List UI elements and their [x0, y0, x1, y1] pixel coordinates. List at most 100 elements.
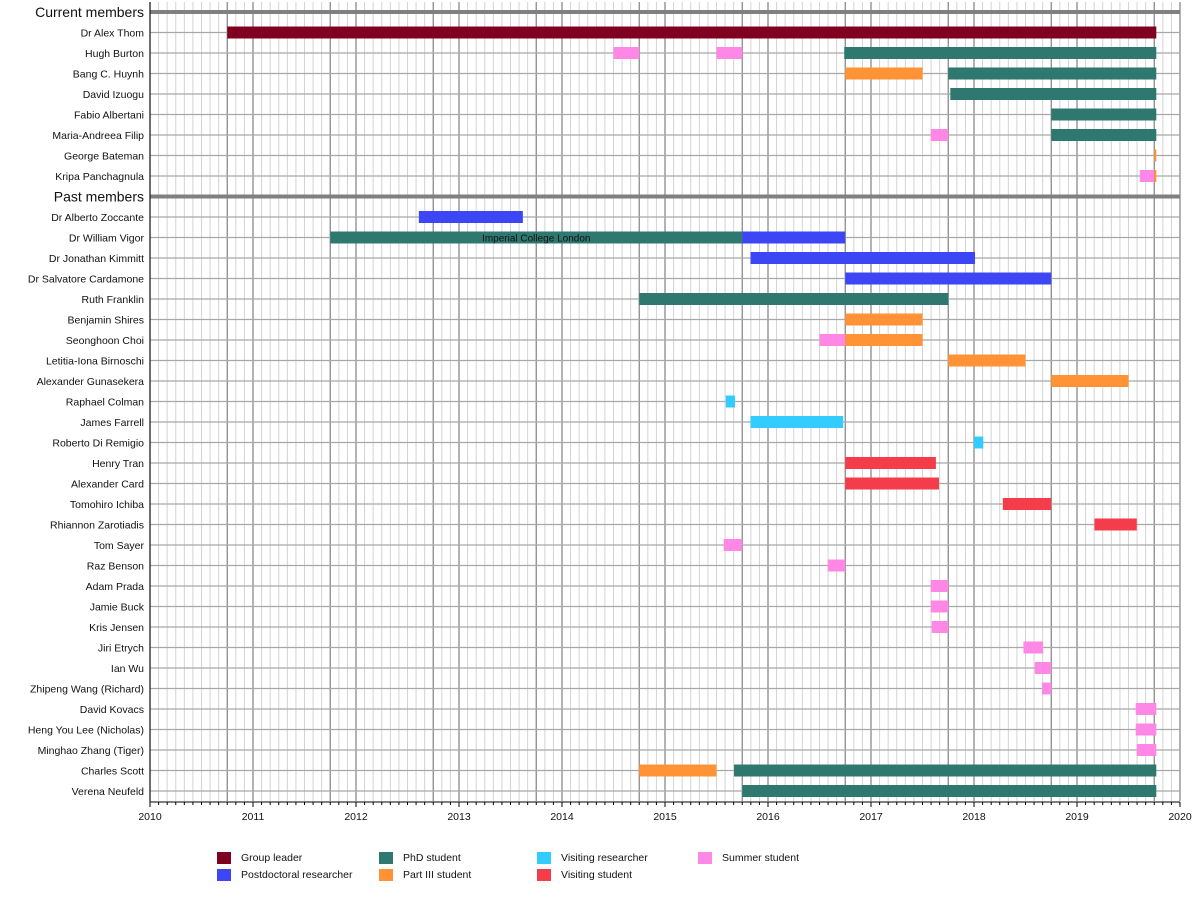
bar-summer — [1041, 682, 1052, 695]
legend-item-visstu: Visiting student — [537, 869, 632, 881]
row-label: Jiri Etrych — [98, 643, 144, 655]
bar-phd — [742, 785, 1157, 797]
legend-label: Visiting researcher — [561, 852, 648, 864]
x-tick-label: 2010 — [138, 811, 162, 823]
row-label: Alexander Card — [71, 479, 144, 491]
legend-item-summer: Summer student — [698, 852, 799, 864]
row-label: Tomohiro Ichiba — [70, 499, 144, 511]
bar-leader — [227, 26, 1157, 39]
legend-label: Summer student — [722, 852, 800, 864]
legend-item-partiii: Part III student — [379, 869, 471, 881]
row-label: Adam Prada — [86, 581, 145, 593]
bar-phd — [734, 764, 1157, 777]
bar-summer — [930, 580, 949, 592]
row-label: Rhiannon Zarotiadis — [50, 520, 144, 532]
row-label: Dr Jonathan Kimmitt — [49, 253, 144, 265]
bar-summer — [1034, 662, 1052, 674]
x-tick-label: 2020 — [1168, 811, 1192, 823]
legend-item-phd: PhD student — [379, 852, 461, 864]
x-tick-label: 2018 — [962, 811, 986, 823]
bar-visstu — [845, 477, 939, 490]
row-label: George Bateman — [64, 151, 144, 163]
row-label: Kripa Panchagnula — [55, 171, 144, 183]
legend-swatch — [537, 869, 551, 881]
legend-swatch — [217, 869, 231, 881]
bar-partiii — [1154, 149, 1157, 162]
bar-partiii — [845, 313, 923, 326]
row-label: Fabio Albertani — [74, 110, 144, 122]
bar-visstu — [845, 457, 936, 469]
bar-summer — [931, 621, 949, 633]
row-label: Dr Salvatore Cardamone — [28, 274, 144, 286]
row-label: Letitia-Iona Birnoschi — [46, 356, 144, 368]
row-label: Minghao Zhang (Tiger) — [38, 745, 144, 757]
row-label: Henry Tran — [92, 458, 144, 470]
bar-summer — [613, 47, 640, 59]
x-tick-label: 2016 — [756, 811, 780, 823]
row-labels: Current members Dr Alex Thom Hugh Burton Ba… — [28, 4, 145, 798]
bar-summer — [723, 539, 743, 551]
bar-summer — [1136, 744, 1157, 756]
bar-summer — [1139, 170, 1155, 182]
row-label: Raphael Colman — [66, 397, 144, 409]
section-header: Current members — [35, 4, 144, 20]
bar-phd — [948, 67, 1157, 80]
x-tick-label: 2013 — [447, 811, 471, 823]
row-label: Tom Sayer — [94, 540, 145, 552]
bar-summer — [1135, 723, 1157, 736]
legend: Group leader Postdoctoral researcher PhD s… — [217, 852, 917, 892]
x-tick-label: 2014 — [550, 811, 574, 823]
bar-phd — [844, 47, 1157, 59]
bar-postdoc — [845, 272, 1052, 285]
legend-swatch — [379, 869, 393, 881]
x-tick-label: 2012 — [344, 811, 368, 823]
bar-postdoc — [418, 211, 523, 223]
row-label: Dr Alex Thom — [81, 28, 145, 40]
row-label: Ian Wu — [111, 663, 144, 675]
bar-label: Imperial College London — [482, 234, 590, 245]
legend-swatch — [217, 852, 231, 864]
row-label: Maria-Andreea Filip — [52, 130, 144, 142]
legend-swatch — [698, 852, 712, 864]
bar-visstu — [1094, 518, 1137, 531]
bar-visres — [725, 395, 736, 408]
row-label: Bang C. Huynh — [73, 69, 144, 81]
bar-summer — [819, 334, 846, 346]
legend-label: Part III student — [403, 869, 472, 881]
row-label: Alexander Gunasekera — [37, 376, 145, 388]
row-label: Zhipeng Wang (Richard) — [30, 684, 144, 696]
row-label: Benjamin Shires — [68, 315, 144, 327]
row-label: Jamie Buck — [90, 602, 145, 614]
legend-swatch — [379, 852, 393, 864]
bar-partiii — [1154, 170, 1157, 182]
row-label: Ruth Franklin — [82, 294, 145, 306]
bar-visres — [750, 416, 844, 428]
x-tick-label: 2017 — [859, 811, 883, 823]
bar-visres — [974, 436, 984, 449]
bar-phd — [639, 293, 949, 305]
x-tick-label: 2015 — [653, 811, 677, 823]
row-label: James Farrell — [80, 417, 144, 429]
legend-item-leader: Group leader — [217, 852, 302, 864]
row-label: Seonghoon Choi — [66, 335, 144, 347]
grid — [149, 2, 1181, 801]
legend-swatch — [537, 852, 551, 864]
legend-label: PhD student — [403, 852, 461, 864]
bar-partiii — [948, 354, 1026, 367]
legend-item-visres: Visiting researcher — [537, 852, 648, 864]
row-label: Dr William Vigor — [69, 233, 145, 245]
section-header: Past members — [54, 189, 144, 205]
bar-phd — [1051, 108, 1157, 121]
legend-item-postdoc: Postdoctoral researcher — [217, 869, 352, 881]
bar-postdoc — [742, 231, 846, 244]
x-tick-label: 2011 — [242, 811, 265, 823]
row-label: Raz Benson — [87, 561, 144, 573]
x-axis: 2010 2011 2012 2013 2014 2015 2016 2017 2018 2019… — [138, 2, 1192, 823]
bar-phd — [330, 231, 743, 244]
row-label: Hugh Burton — [85, 48, 144, 60]
row-label: David Izuogu — [83, 89, 144, 101]
row-label: Kris Jensen — [89, 622, 144, 634]
bar-phd — [1051, 129, 1157, 141]
bar-summer — [716, 47, 743, 59]
